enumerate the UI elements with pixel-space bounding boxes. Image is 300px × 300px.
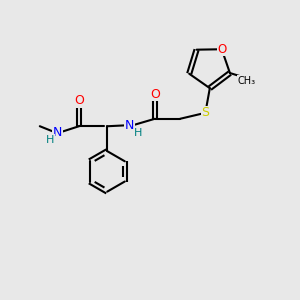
Text: H: H	[46, 135, 54, 145]
Text: CH₃: CH₃	[238, 76, 256, 86]
Text: N: N	[125, 119, 134, 132]
Text: O: O	[150, 88, 160, 100]
Text: S: S	[201, 106, 209, 119]
Text: O: O	[217, 43, 226, 56]
Text: O: O	[74, 94, 84, 107]
Text: N: N	[53, 126, 62, 139]
Text: H: H	[134, 128, 143, 138]
